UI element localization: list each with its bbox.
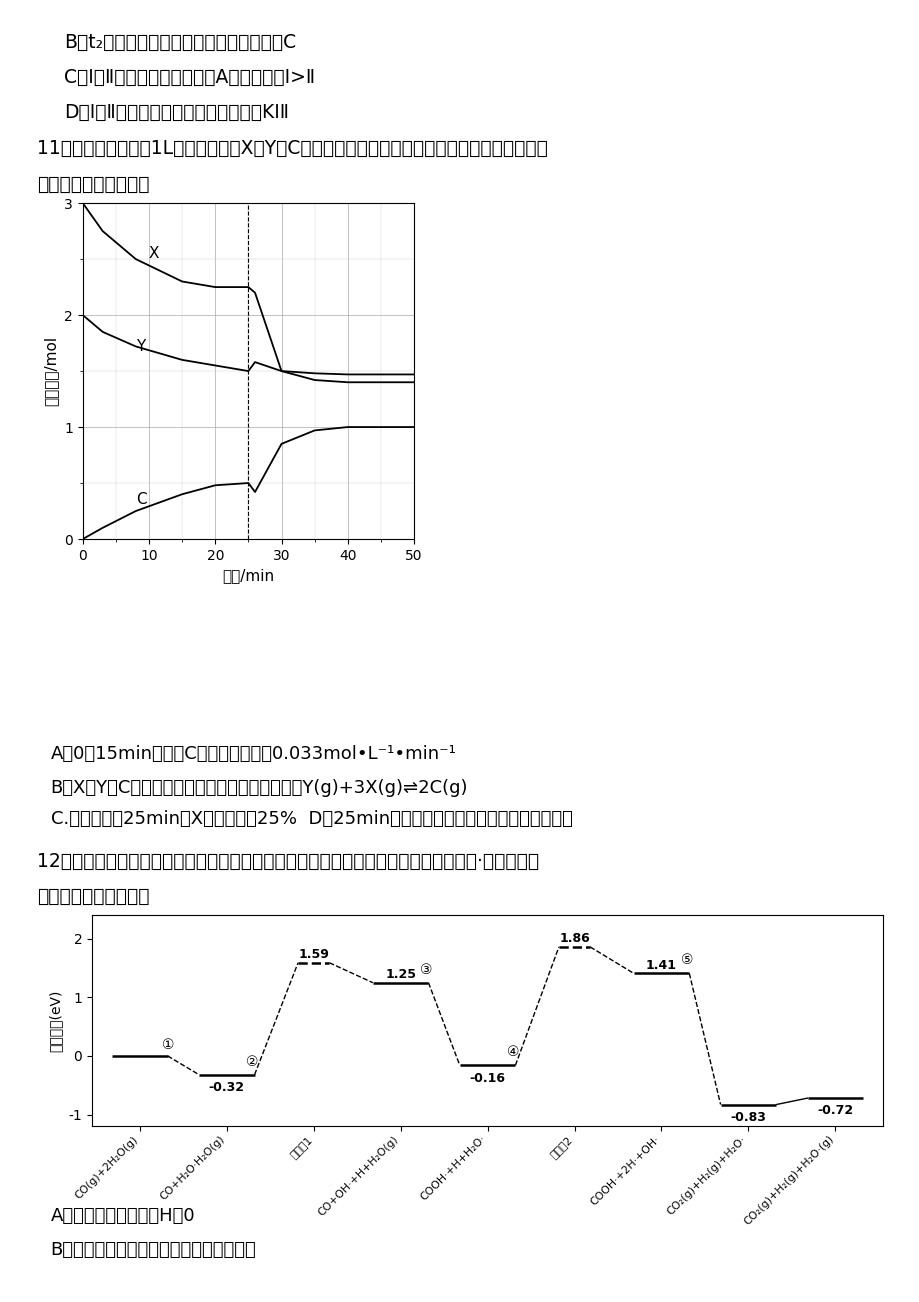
Text: C: C [136,492,146,508]
Text: -0.72: -0.72 [816,1104,853,1117]
Text: 1.59: 1.59 [298,948,329,961]
Text: C．Ⅰ、Ⅱ两过程达到平衡时，A的体积分数Ⅰ>Ⅱ: C．Ⅰ、Ⅱ两过程达到平衡时，A的体积分数Ⅰ>Ⅱ [64,68,315,87]
Text: 1.25: 1.25 [385,967,415,980]
Text: A．0～15min，消耗C的平均速率约为0.033mol•L⁻¹•min⁻¹: A．0～15min，消耗C的平均速率约为0.033mol•L⁻¹•min⁻¹ [51,745,456,763]
Text: ②: ② [245,1055,258,1069]
Text: A．该反应的热效应　H＞0: A．该反应的热效应 H＞0 [51,1207,195,1225]
Text: ①: ① [162,1038,174,1052]
Text: 1.86: 1.86 [559,932,589,945]
X-axis label: 时间/min: 时间/min [222,568,274,583]
Text: B．t₂时刻改变的条件是向密闭容器中加入C: B．t₂时刻改变的条件是向密闭容器中加入C [64,33,296,52]
Text: 说法错误的是（　　）: 说法错误的是（ ） [37,174,149,194]
Text: ⑤: ⑤ [680,953,692,967]
Y-axis label: 相对能量(eV): 相对能量(eV) [49,990,62,1052]
Text: X: X [149,246,159,260]
Text: 12．在金傅化剂表面上进行某反应历程如图所示，其中吸附在金傅化剂表面上的物种用·标注。下列: 12．在金傅化剂表面上进行某反应历程如图所示，其中吸附在金傅化剂表面上的物种用·… [37,852,539,871]
Text: B．X、Y、C三种气体发生反应的化学方程式为：Y(g)+3X(g)⇌2C(g): B．X、Y、C三种气体发生反应的化学方程式为：Y(g)+3X(g)⇌2C(g) [51,779,468,797]
Text: Y: Y [136,339,145,354]
Y-axis label: 物质的量/mol: 物质的量/mol [43,336,59,406]
Text: 11．在一定条件下的1L密闭容器中，X、Y、C三种气体的物质的量随时间的变化如图所示。下列: 11．在一定条件下的1L密闭容器中，X、Y、C三种气体的物质的量随时间的变化如图… [37,139,547,159]
Text: B．反应过程中发生非极性键的断裂与生成: B．反应过程中发生非极性键的断裂与生成 [51,1241,256,1259]
Text: ④: ④ [506,1046,518,1060]
Text: -0.16: -0.16 [469,1072,505,1085]
Text: -0.32: -0.32 [209,1081,244,1094]
Text: C.反应开始到25min，X的转化率为25%  D．25min时改变的一个条件可能是缩小容器体积: C.反应开始到25min，X的转化率为25% D．25min时改变的一个条件可能… [51,810,572,828]
Text: D．Ⅰ、Ⅱ两过程达到平衡时，平衡常数KⅠⅡ: D．Ⅰ、Ⅱ两过程达到平衡时，平衡常数KⅠⅡ [64,103,289,122]
Text: ③: ③ [419,962,432,976]
Text: 说法正确的是（　　）: 说法正确的是（ ） [37,887,149,906]
Text: -0.83: -0.83 [730,1111,766,1124]
Text: 1.41: 1.41 [645,958,676,971]
